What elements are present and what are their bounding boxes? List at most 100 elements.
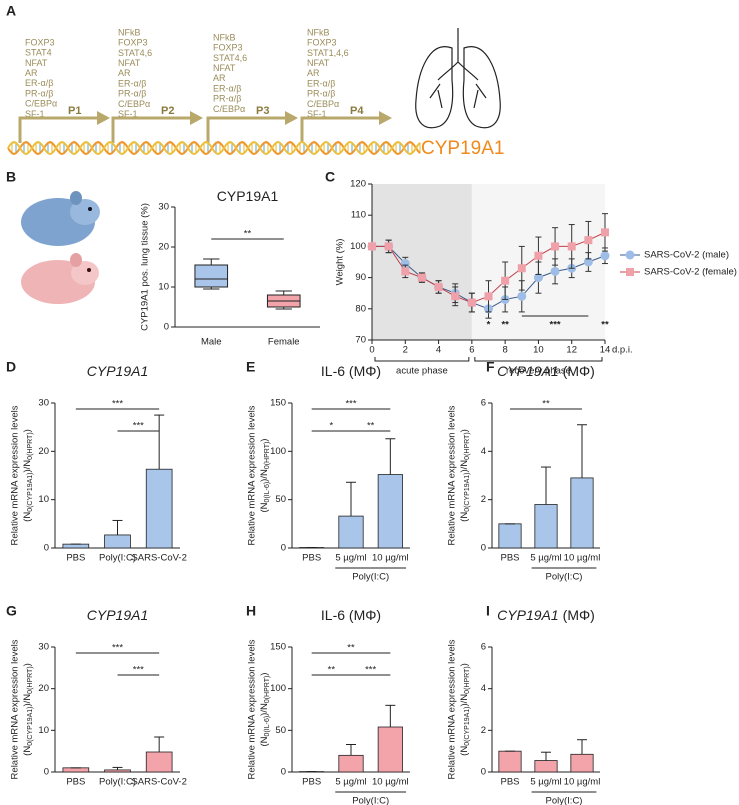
factor: C/EBPα bbox=[213, 104, 245, 114]
y-axis-label-part: 0(HPRT) bbox=[27, 666, 34, 693]
significance-label: ** bbox=[367, 421, 375, 432]
x-tick-label: 14 bbox=[600, 345, 611, 356]
factor: SF-1 bbox=[118, 109, 138, 119]
bar bbox=[498, 750, 522, 773]
panel-label: E bbox=[246, 359, 255, 375]
chart-title: CYP19A1 (MΦ) bbox=[497, 607, 595, 623]
marker bbox=[584, 236, 593, 245]
y-tick-label: 10 bbox=[38, 494, 49, 505]
group-label: Poly(I:C) bbox=[546, 572, 583, 583]
phase-band bbox=[372, 184, 472, 340]
y-axis-label: (N0(CYP19A1))/N0(HPRT)) bbox=[22, 429, 34, 522]
marker bbox=[401, 267, 410, 276]
y-tick-label: 6 bbox=[481, 398, 486, 409]
factor: ER-α/β bbox=[213, 83, 241, 93]
factor: NFAT bbox=[213, 63, 236, 73]
y-tick-label: 10 bbox=[158, 282, 169, 293]
y-tick-label: 20 bbox=[38, 446, 49, 457]
promoter-arrow bbox=[111, 116, 192, 143]
y-tick-label: 100 bbox=[270, 446, 286, 457]
title-main: CYP19A1 bbox=[217, 188, 279, 204]
phase-bracket bbox=[474, 357, 603, 362]
bar bbox=[62, 543, 90, 549]
title-main: CYP19A1 bbox=[497, 363, 558, 379]
title-main: IL-6 (MΦ) bbox=[321, 607, 381, 623]
significance-label: *** bbox=[133, 421, 144, 432]
marker bbox=[400, 259, 410, 269]
y-tick-label: 30 bbox=[38, 642, 49, 653]
factor: AR bbox=[307, 68, 320, 78]
y-axis-label-part: 0(HPRT) bbox=[464, 666, 471, 693]
x-tick-label: PBS bbox=[66, 777, 85, 788]
marker bbox=[601, 228, 609, 237]
group-label: Poly(I:C) bbox=[546, 796, 583, 805]
bar bbox=[145, 468, 173, 549]
y-tick-label: 150 bbox=[270, 642, 286, 653]
factor: NFkB bbox=[118, 27, 141, 37]
y-tick-label: 50 bbox=[275, 725, 286, 736]
x-tick-label: PBS bbox=[66, 553, 85, 564]
marker bbox=[583, 257, 593, 267]
y-tick-label: 50 bbox=[275, 494, 286, 505]
group-label: Poly(I:C) bbox=[352, 796, 389, 805]
factor: PR-α/β bbox=[25, 88, 53, 98]
y-tick-label: 150 bbox=[270, 398, 286, 409]
x-tick-label: 0 bbox=[369, 345, 374, 356]
y-axis-label: Weight (%) bbox=[335, 239, 346, 286]
y-axis-label-part: (N bbox=[259, 502, 270, 512]
bar bbox=[377, 474, 403, 549]
significance-label: ** bbox=[542, 399, 550, 410]
y-axis-label-part: )/N bbox=[22, 694, 33, 707]
x-tick-label: PBS bbox=[302, 777, 321, 788]
factor: ER-α/β bbox=[118, 78, 146, 88]
x-tick-label: SARS-CoV-2 bbox=[131, 553, 186, 564]
factor: PR-α/β bbox=[213, 94, 241, 104]
y-axis-label-part: 0(HPRT) bbox=[264, 676, 271, 703]
x-tick-label: 10 µg/ml bbox=[372, 777, 409, 788]
promoter-label: P4 bbox=[350, 105, 364, 117]
marker bbox=[384, 242, 393, 251]
x-tick-label: Poly(I:C) bbox=[99, 553, 136, 564]
chart-title: CYP19A1 bbox=[87, 363, 148, 379]
y-tick-label: 110 bbox=[351, 210, 366, 221]
bar bbox=[62, 767, 90, 773]
y-axis-label-part: 0(HPRT) bbox=[264, 442, 271, 469]
y-tick-label: 80 bbox=[355, 303, 366, 314]
factor: FOXP3 bbox=[25, 37, 55, 47]
title-suffix: (MΦ) bbox=[563, 363, 595, 379]
y-axis-label: (N0(CYP19A1))/N0(HPRT)) bbox=[22, 663, 34, 756]
group-label: Poly(I:C) bbox=[352, 572, 389, 583]
bar bbox=[104, 769, 131, 773]
annotation: ** bbox=[601, 320, 609, 331]
y-tick-label: 100 bbox=[350, 241, 366, 252]
y-axis-label-part: )/N bbox=[259, 703, 270, 716]
bar bbox=[377, 726, 403, 773]
x-tick-label: 10 µg/ml bbox=[564, 777, 601, 788]
y-tick-label: 10 bbox=[38, 725, 49, 736]
marker bbox=[484, 292, 493, 301]
factor: NFkB bbox=[213, 32, 236, 42]
y-axis-label-part: ) bbox=[459, 429, 470, 432]
promoter-arrow bbox=[300, 116, 381, 143]
legend-marker bbox=[626, 268, 634, 276]
x-tick-label: Male bbox=[201, 337, 222, 348]
dna-strand bbox=[7, 140, 421, 156]
factor: AR bbox=[213, 73, 226, 83]
box bbox=[194, 264, 229, 288]
y-axis-label-part: ) bbox=[459, 663, 470, 666]
legend-marker bbox=[625, 250, 635, 260]
y-axis-label-part: )/N bbox=[459, 694, 470, 707]
y-tick-label: 30 bbox=[158, 202, 169, 213]
y-axis-label: Relative mRNA expression levels bbox=[10, 405, 21, 545]
significance-label: *** bbox=[365, 665, 376, 676]
factor: AR bbox=[118, 68, 131, 78]
marker bbox=[567, 242, 576, 251]
significance-label: ** bbox=[328, 665, 336, 676]
y-axis-label: Relative mRNA expression levels bbox=[247, 639, 258, 779]
hamster-male bbox=[21, 191, 100, 246]
y-axis-label-part: ) bbox=[22, 429, 33, 432]
x-tick-label: PBS bbox=[302, 553, 321, 564]
panel-label: H bbox=[246, 603, 256, 619]
phase-label: recovery phase bbox=[506, 366, 571, 377]
promoter-label: P3 bbox=[256, 105, 269, 117]
